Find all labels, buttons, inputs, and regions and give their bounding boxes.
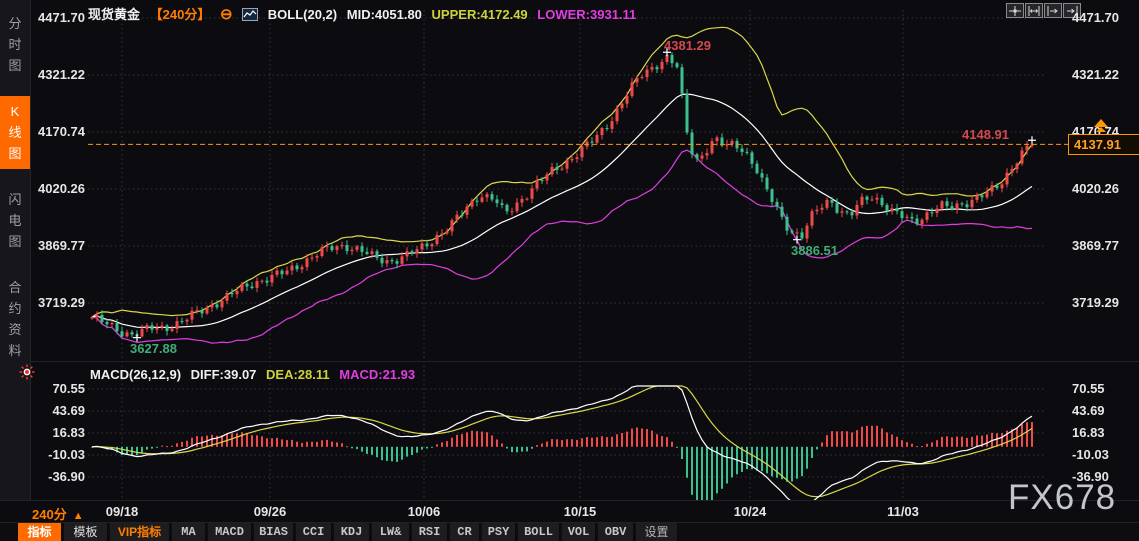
indicator-toolbar: 指标 模板 VIP指标 MA MACD BIAS CCI KDJ LW& RSI… (0, 522, 1139, 541)
period-text: 240分 (32, 507, 67, 522)
alarm-dot-icon[interactable] (19, 364, 35, 380)
price-tick-label: 3869.77 (38, 238, 85, 253)
symbol-name: 现货黄金 (88, 7, 141, 22)
price-tick-label: 4020.26 (1072, 181, 1119, 196)
low-price-annotation: 3886.51 (791, 243, 838, 258)
macd-hist-value: MACD:21.93 (339, 367, 416, 382)
macd-tick-label: 70.55 (1072, 381, 1105, 396)
vip-indicator-button[interactable]: VIP指标 (110, 523, 170, 541)
date-tick-label: 10/24 (733, 504, 767, 519)
macd-header: MACD(26,12,9) DIFF:39.07 DEA:28.11 MACD:… (90, 367, 421, 382)
indicator-button[interactable]: 指标 (18, 523, 62, 541)
period-badge[interactable]: 【240分】 (149, 7, 211, 22)
sidebar: 分时图 K线图 闪电图 合约资料 (0, 0, 31, 522)
period-up-icon: ▲ (72, 510, 84, 522)
kdj-button[interactable]: KDJ (334, 523, 370, 541)
sidebar-tab-label: 闪电图 (8, 192, 22, 249)
macd-tick-label: 70.55 (52, 381, 85, 396)
date-tick-label: 09/18 (105, 504, 139, 519)
scale-right-icon[interactable] (1063, 3, 1081, 18)
price-tick-label: 4321.22 (38, 67, 85, 82)
fit-scale-icon[interactable] (1025, 3, 1043, 18)
date-tick-label: 09/26 (253, 504, 287, 519)
date-tick-label: 10/06 (407, 504, 441, 519)
price-tick-label: 4471.70 (38, 10, 85, 25)
price-tick-label: 4471.70 (1072, 10, 1119, 25)
sidebar-tab-kline-chart[interactable]: K线图 (0, 96, 30, 169)
date-tick-label: 10/15 (563, 504, 597, 519)
x-axis: 240分 ▲ 09/18 09/26 10/06 10/15 10/24 11/0… (0, 500, 1139, 523)
chart-title-bar: 现货黄金 【240分】 ⊖ BOLL(20,2) MID:4051.80 UPP… (88, 4, 642, 23)
panel-divider (30, 361, 1139, 362)
boll-lower-value: LOWER:3931.11 (537, 7, 637, 22)
macd-button[interactable]: MACD (208, 523, 252, 541)
mini-chart-icon[interactable] (242, 8, 259, 21)
zoom-out-icon[interactable]: ⊖ (219, 6, 233, 23)
vol-button[interactable]: VOL (562, 523, 596, 541)
peak-price-annotation: 4381.29 (664, 38, 711, 53)
boll-mid-value: MID:4051.80 (346, 7, 422, 22)
watermark: FX678 (1008, 478, 1117, 517)
price-tick-label: 3719.29 (38, 295, 85, 310)
template-button[interactable]: 模板 (64, 523, 108, 541)
macd-diff-value: DIFF:39.07 (190, 367, 257, 382)
boll-upper-value: UPPER:4172.49 (431, 7, 528, 22)
macd-dea-value: DEA:28.11 (266, 367, 330, 382)
price-tick-label: 4170.74 (38, 124, 85, 139)
sidebar-tab-label: 分时图 (8, 16, 22, 73)
macd-tick-label: -36.90 (48, 469, 85, 484)
macd-params-label: MACD(26,12,9) (90, 367, 182, 382)
boll-label: BOLL(20,2) (267, 7, 338, 22)
last-price-box: 4137.91 (1068, 134, 1139, 155)
psy-button[interactable]: PSY (482, 523, 516, 541)
macd-tick-label: -10.03 (48, 447, 85, 462)
price-up-marker-icon (1094, 119, 1108, 132)
bias-button[interactable]: BIAS (254, 523, 294, 541)
cci-button[interactable]: CCI (296, 523, 332, 541)
settings-button[interactable]: 设置 (636, 523, 678, 541)
period-selector[interactable]: 240分 ▲ (32, 504, 84, 523)
sidebar-tab-contract-info[interactable]: 合约资料 (0, 272, 30, 366)
sidebar-tab-label: K线图 (8, 104, 22, 161)
macd-tick-label: -10.03 (1072, 447, 1109, 462)
obv-button[interactable]: OBV (598, 523, 634, 541)
price-tick-label: 4020.26 (38, 181, 85, 196)
rsi-button[interactable]: RSI (412, 523, 448, 541)
boll-button[interactable]: BOLL (518, 523, 560, 541)
scale-left-icon[interactable] (1044, 3, 1062, 18)
cr-button[interactable]: CR (450, 523, 480, 541)
price-tick-label: 3869.77 (1072, 238, 1119, 253)
lwr-button[interactable]: LW& (372, 523, 410, 541)
ma-button[interactable]: MA (172, 523, 206, 541)
recent-high-annotation: 4148.91 (962, 127, 1009, 142)
price-tick-label: 4321.22 (1072, 67, 1119, 82)
sidebar-tab-label: 合约资料 (8, 280, 22, 358)
start-low-annotation: 3627.88 (130, 341, 177, 356)
macd-tick-label: -36.90 (1072, 469, 1109, 484)
price-tick-label: 3719.29 (1072, 295, 1119, 310)
macd-tick-label: 16.83 (52, 425, 85, 440)
crosshair-icon[interactable] (1006, 3, 1024, 18)
macd-tick-label: 16.83 (1072, 425, 1105, 440)
sidebar-tab-flash-chart[interactable]: 闪电图 (0, 184, 30, 257)
macd-tick-label: 43.69 (52, 403, 85, 418)
date-tick-label: 11/03 (887, 504, 919, 519)
macd-tick-label: 43.69 (1072, 403, 1105, 418)
sidebar-tab-time-chart[interactable]: 分时图 (0, 8, 30, 81)
